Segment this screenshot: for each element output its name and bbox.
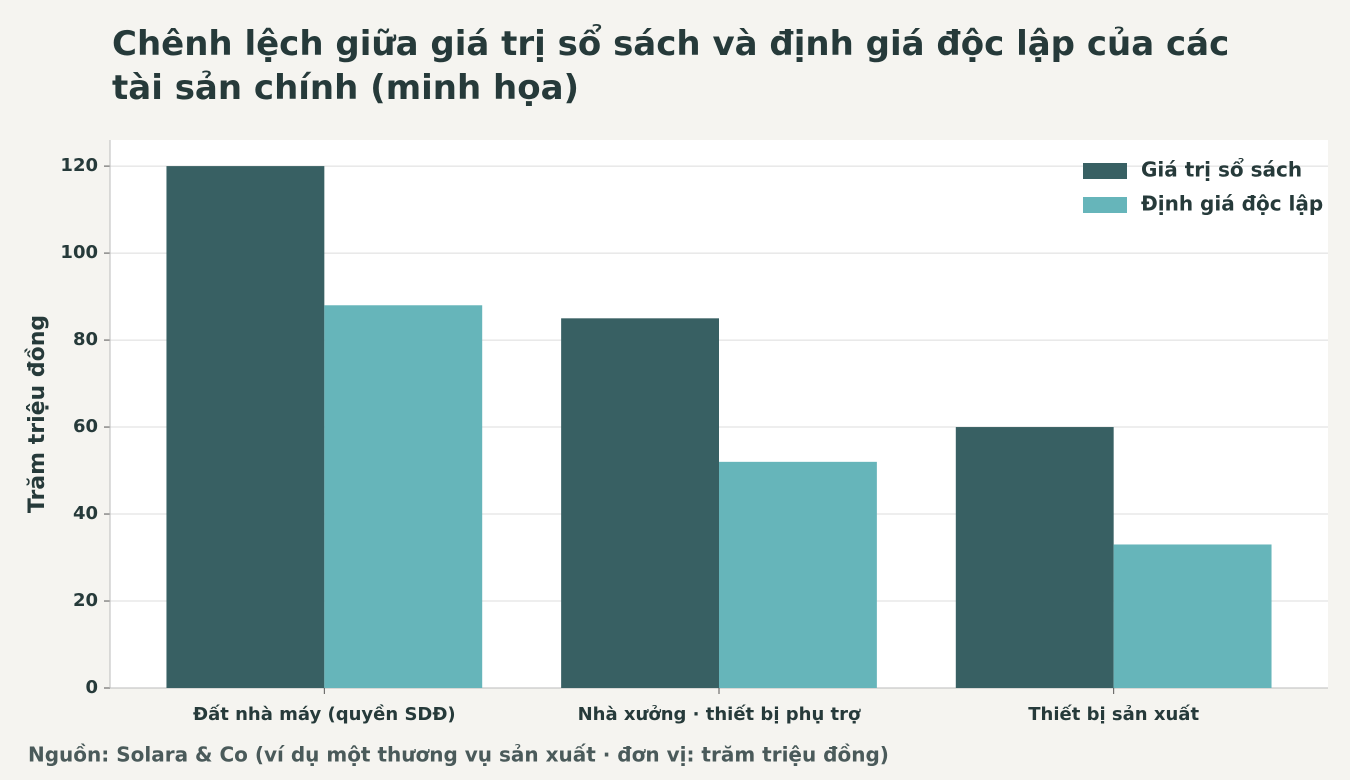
- x-tick-label: Đất nhà máy (quyền SDĐ): [193, 704, 456, 725]
- y-tick-label: 0: [85, 677, 98, 698]
- y-tick-label: 120: [60, 155, 98, 176]
- legend-swatch: [1083, 197, 1127, 213]
- x-tick-label: Nhà xưởng · thiết bị phụ trợ: [578, 704, 861, 725]
- legend-label: Giá trị sổ sách: [1141, 158, 1302, 182]
- bar: [561, 318, 719, 688]
- y-tick-label: 100: [60, 242, 98, 263]
- legend-swatch: [1083, 163, 1127, 179]
- y-tick-label: 20: [73, 590, 98, 611]
- y-tick-label: 80: [73, 329, 98, 350]
- y-axis-label: Trăm triệu đồng: [25, 315, 50, 513]
- bar: [166, 166, 325, 689]
- bar: [719, 461, 877, 688]
- legend-label: Định giá độc lập: [1141, 192, 1323, 216]
- source: Nguồn: Solara & Co (ví dụ một thương vụ …: [28, 743, 889, 767]
- bar: [324, 305, 483, 688]
- chart-title: Chênh lệch giữa giá trị sổ sách và định …: [112, 24, 1230, 108]
- y-tick-label: 40: [73, 503, 98, 524]
- y-tick-label: 60: [73, 416, 98, 437]
- bar: [1113, 544, 1272, 688]
- bar: [955, 427, 1114, 688]
- x-tick-label: Thiết bị sản xuất: [1028, 704, 1199, 725]
